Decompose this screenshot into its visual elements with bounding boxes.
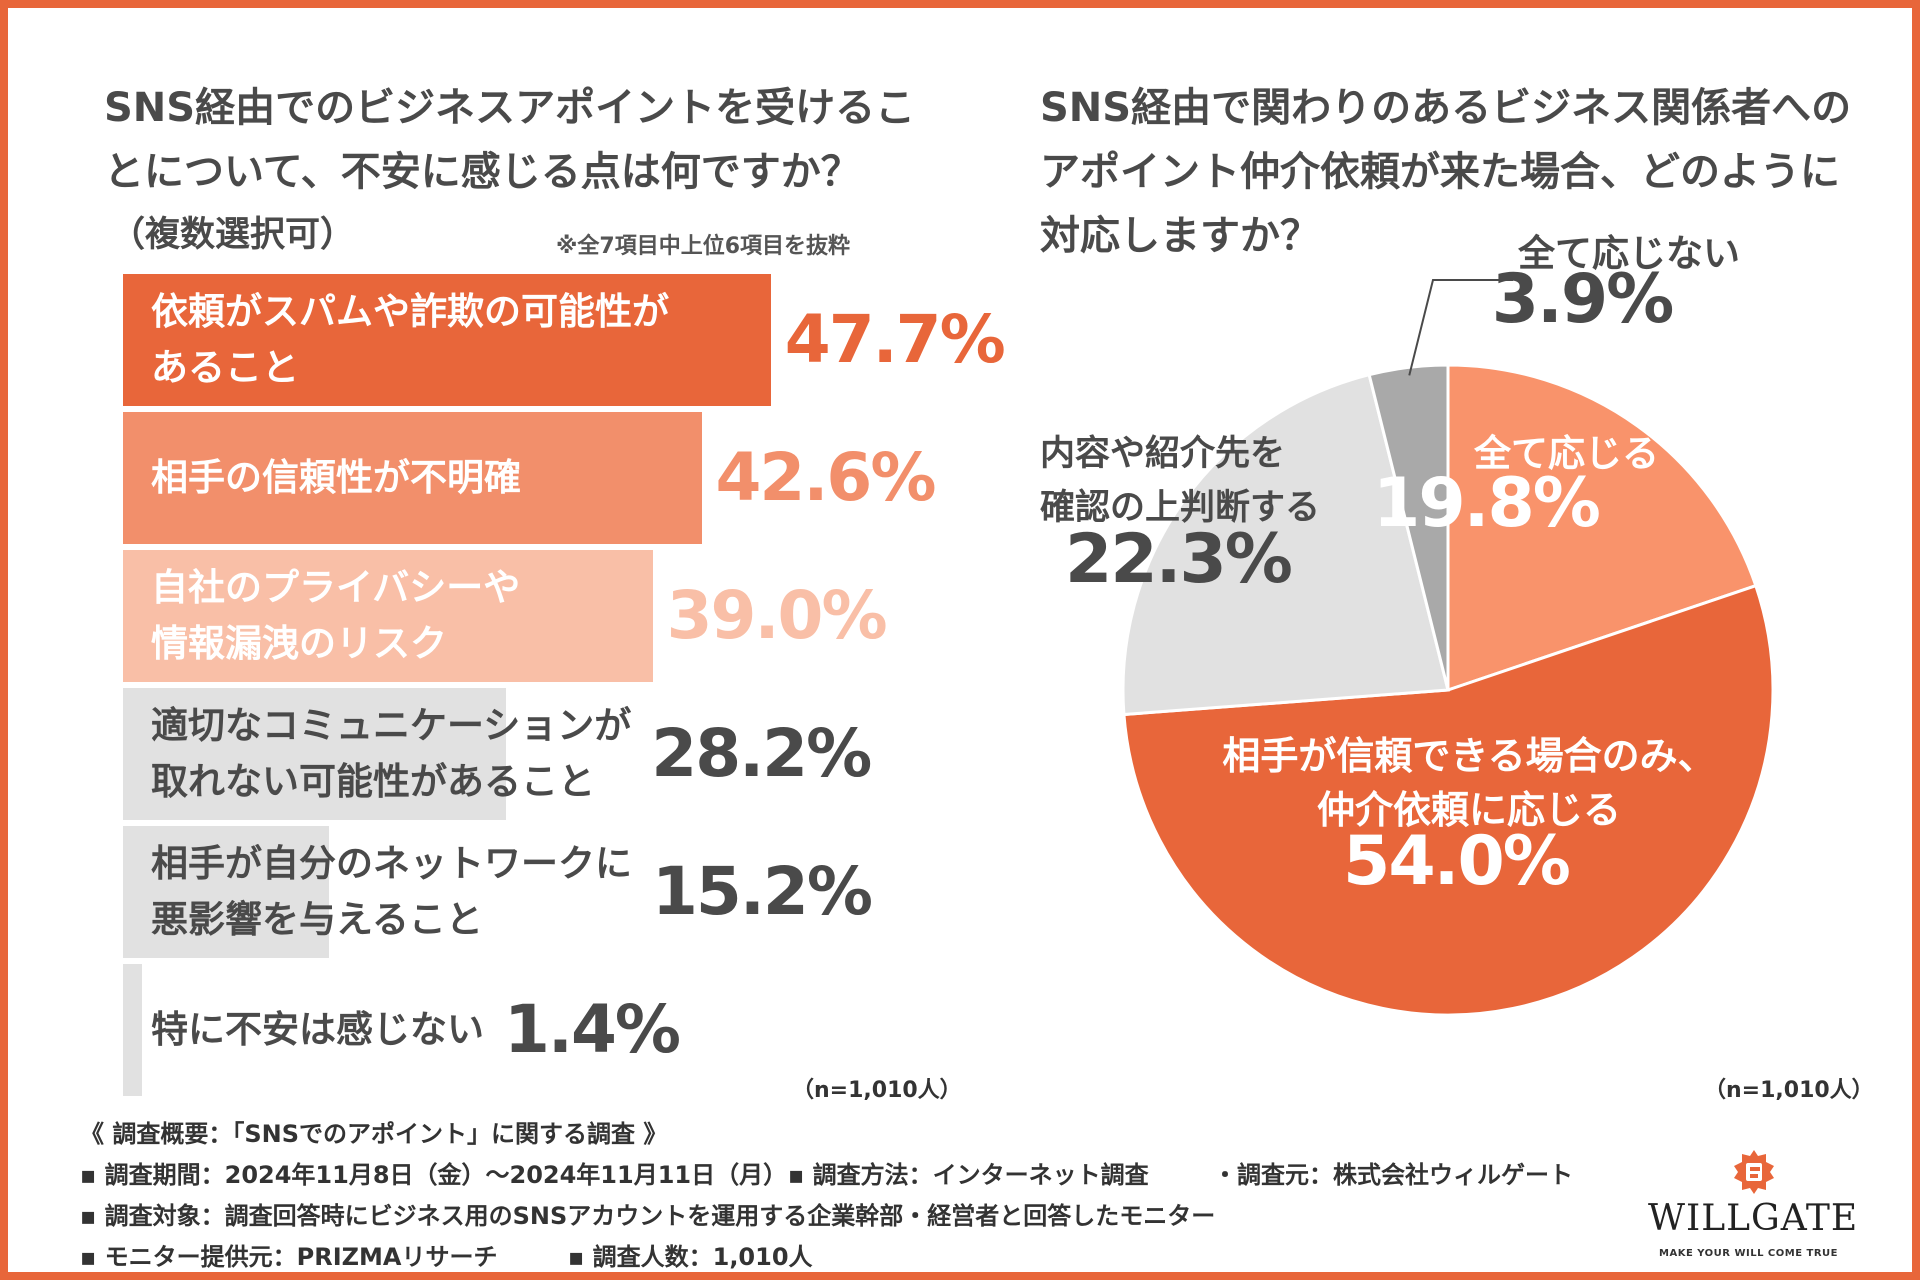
willgate-logo-tagline: MAKE YOUR WILL COME TRUE — [1659, 1248, 1838, 1259]
bar — [123, 826, 330, 958]
pie-slice — [1367, 363, 1450, 691]
bar — [123, 412, 702, 544]
bar-chart-note: ※全7項目中上位6項目を抜粋 — [556, 234, 851, 259]
bar-value-label: 1.4% — [504, 991, 681, 1068]
pie-slice — [1121, 372, 1450, 717]
bar-value-label: 28.2% — [651, 715, 872, 792]
bar-value-label: 42.6% — [715, 439, 937, 516]
bar — [123, 688, 506, 820]
willgate-logo-icon — [1734, 1150, 1774, 1194]
pie-slice-value: 19.8% — [1373, 464, 1601, 543]
survey-target: ▪ 調査対象：調査回答時にビジネス用のSNSアカウントを運用する企業幹部・経営者… — [80, 1202, 1216, 1230]
pie-chart-title: SNS経由で関わりのあるビジネス関係者への アポイント仲介依頼が来た場合、どのよう… — [1040, 85, 1852, 259]
bar-label: 適切なコミュニケーションが 取れない可能性があること — [151, 704, 632, 803]
bar-chart-sample-size: （n=1,010人） — [792, 1078, 962, 1103]
pie-slice-value: 54.0% — [1343, 822, 1571, 901]
bar — [123, 550, 653, 682]
bar — [123, 274, 771, 406]
survey-method: ▪ 調査方法：インターネット調査 — [788, 1161, 1149, 1189]
bar-label: 依頼がスパムや詐欺の可能性が あること — [151, 290, 669, 389]
bar-label: 相手の信頼性が不明確 — [151, 456, 521, 499]
pie-chart-sample-size: （n=1,010人） — [1704, 1078, 1874, 1103]
bar-value-label: 47.7% — [784, 301, 1006, 378]
bar-chart-subtitle: （複数選択可） — [110, 215, 356, 255]
survey-count: ▪ 調査人数：1,010人 — [568, 1243, 813, 1271]
survey-period: ▪ 調査期間：2024年11月8日（金）〜2024年11月11日（月） — [80, 1161, 788, 1189]
bar — [123, 964, 142, 1096]
survey-provider: ▪ モニター提供元：PRIZMAリサーチ — [80, 1243, 498, 1271]
bar-value-label: 15.2% — [652, 853, 873, 930]
pie-chart — [1121, 279, 1775, 1017]
pie-slice-label: 相手が信頼できる場合のみ、 仲介依頼に応じる — [1222, 734, 1716, 832]
pie-slice-label: 全て応じない — [1518, 232, 1740, 275]
pie-slice-value: 22.3% — [1065, 520, 1293, 599]
pie-slice — [1446, 363, 1758, 693]
bar-value-label: 39.0% — [666, 577, 888, 654]
bar-label: 自社のプライバシーや 情報漏洩のリスク — [151, 566, 521, 665]
pie-slice-label: 内容や紹介先を 確認の上判断する — [1040, 434, 1321, 528]
bar-label: 相手が自分のネットワークに 悪影響を与えること — [151, 842, 632, 941]
bar-label: 特に不安は感じない — [151, 1008, 484, 1051]
willgate-logo-text: WILLGATE — [1648, 1198, 1859, 1239]
pie-slice-value: 3.9% — [1491, 260, 1675, 339]
bar-chart-title: SNS経由でのビジネスアポイントを受けるこ とについて、不安に感じる点は何ですか？ — [104, 85, 916, 195]
survey-source: ・調査元：株式会社ウィルゲート — [1213, 1161, 1573, 1189]
survey-heading: 《 調査概要：「SNSでのアポイント」に関する調査 》 — [80, 1120, 668, 1148]
pie-slice — [1122, 583, 1775, 1017]
pie-slice-label: 全て応じる — [1474, 432, 1659, 475]
pie-leader-line — [1408, 279, 1513, 376]
